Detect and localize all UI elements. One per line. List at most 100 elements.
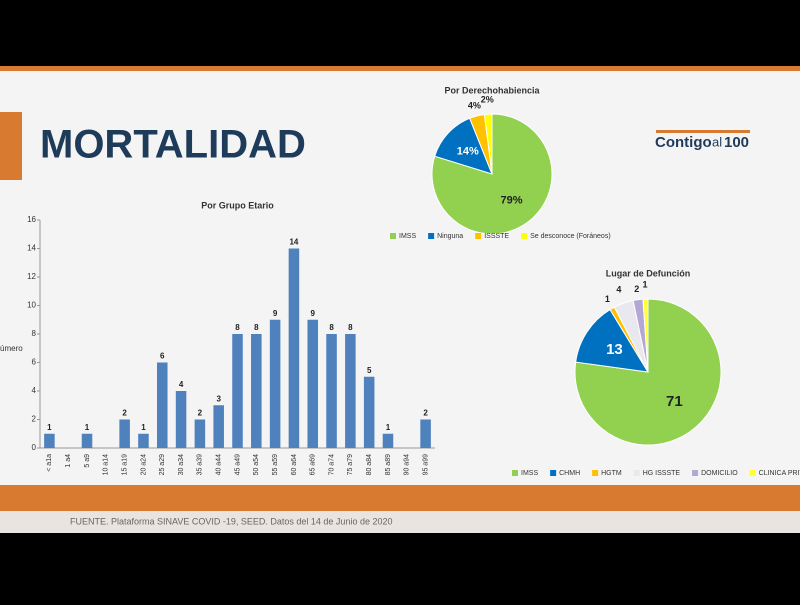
data-label: 6 [160, 352, 165, 361]
pie-slice [431, 113, 553, 235]
y-tick-label: 2 [32, 415, 37, 424]
bar [194, 419, 206, 448]
data-label: 1 [85, 423, 90, 432]
bar [213, 405, 224, 448]
legend-label: HGTM [601, 470, 622, 477]
source-note: FUENTE. Plataforma SINAVE COVID -19, SEE… [70, 516, 392, 526]
legend-label: Se desconoce (Foráneos) [530, 233, 611, 240]
x-tick-label: 85 a89 [385, 454, 392, 476]
x-tick-label: < a1a [46, 454, 53, 472]
legend-swatch [592, 470, 599, 476]
y-tick-label: 4 [32, 386, 37, 395]
data-label: 2 [198, 409, 203, 418]
data-label: 2 [423, 409, 428, 418]
data-label: 3 [216, 394, 221, 403]
y-tick-label: 12 [27, 272, 36, 281]
legend-swatch [475, 233, 482, 239]
pie-slice [575, 308, 649, 373]
data-label: 1 [141, 423, 146, 432]
bar [175, 391, 187, 448]
y-tick-label: 14 [27, 244, 36, 253]
data-label: 2 [634, 284, 639, 294]
pie-slice [434, 117, 493, 175]
bar [326, 334, 337, 448]
data-label: 4 [179, 380, 184, 389]
y-tick-label: 16 [27, 215, 36, 224]
x-tick-label: 75 a79 [347, 454, 354, 476]
logo-text: Contigo [655, 134, 712, 151]
logo-bar [656, 130, 750, 133]
data-label: 79% [501, 194, 523, 206]
x-tick-label: 30 a34 [178, 454, 185, 476]
x-tick-label: 40 a44 [216, 454, 223, 476]
footer-strip [0, 511, 800, 533]
x-tick-label: 80 a84 [366, 454, 373, 476]
top-rule [0, 66, 800, 71]
x-tick-label: 45 a49 [234, 454, 241, 476]
data-label: 2% [481, 95, 494, 105]
y-tick-label: 10 [27, 301, 36, 310]
x-tick-label: 55 a59 [272, 454, 279, 476]
legend-label: HG ISSSTE [643, 470, 681, 477]
x-tick-label: 90 a94 [404, 454, 411, 476]
x-tick-label: 60 a64 [291, 454, 298, 476]
legend-label: CHMH [559, 470, 580, 477]
bar [119, 419, 130, 448]
legend-label: IMSS [399, 233, 416, 240]
footer-band [0, 485, 800, 511]
data-label: 4% [468, 101, 481, 111]
x-tick-label: 65 a69 [310, 454, 317, 476]
bar [288, 248, 300, 448]
legend-swatch [428, 233, 435, 239]
data-label: 13 [606, 341, 623, 358]
bar [420, 419, 431, 448]
x-tick-label: 25 a29 [159, 454, 166, 476]
data-label: 1 [386, 423, 391, 432]
data-label: 5 [367, 366, 372, 375]
data-label: 71 [666, 393, 683, 410]
chart-title: Por Derechohabiencia [444, 85, 540, 95]
y-tick-label: 8 [32, 329, 37, 338]
data-label: 8 [235, 323, 240, 332]
legend-swatch [749, 470, 756, 476]
legend-swatch [692, 470, 699, 476]
legend-swatch [521, 233, 528, 239]
logo: Contigo al 100 [655, 130, 750, 151]
data-label: 8 [254, 323, 259, 332]
x-tick-label: 20 a24 [140, 454, 147, 476]
bar [269, 319, 281, 448]
pie-slice [642, 298, 649, 373]
x-tick-label: 15 a19 [121, 454, 128, 476]
legend-label: ISSSTE [484, 233, 509, 240]
logo-text: 100 [724, 134, 749, 151]
data-label: 8 [348, 323, 353, 332]
data-label: 1 [643, 279, 648, 289]
legend-swatch [390, 233, 396, 239]
bar [81, 433, 93, 448]
chart-title: Por Grupo Etario [201, 200, 274, 210]
bar [232, 334, 243, 448]
legend-swatch [633, 470, 640, 476]
chart-title: Lugar de Defunción [606, 268, 691, 278]
legend-label: IMSS [521, 470, 538, 477]
legend-label: CLINICA PRIVADA [759, 470, 800, 477]
legend-swatch [512, 470, 518, 476]
bar [363, 376, 375, 448]
x-tick-label: 5 a9 [84, 454, 91, 468]
x-tick-label: 35 a39 [197, 454, 204, 476]
data-label: 1 [47, 423, 52, 432]
y-tick-label: 6 [32, 358, 37, 367]
data-label: 4 [616, 284, 621, 294]
bar [44, 433, 55, 448]
slide-title: MORTALIDAD [40, 123, 306, 167]
data-label: 9 [311, 309, 316, 318]
data-label: 8 [329, 323, 334, 332]
data-label: 1 [605, 294, 610, 304]
pie-slice [483, 113, 493, 175]
legend-label: Ninguna [437, 233, 463, 240]
accent [0, 112, 22, 180]
x-tick-label: 10 a14 [103, 454, 110, 476]
bar [345, 334, 356, 448]
bar [382, 433, 394, 448]
